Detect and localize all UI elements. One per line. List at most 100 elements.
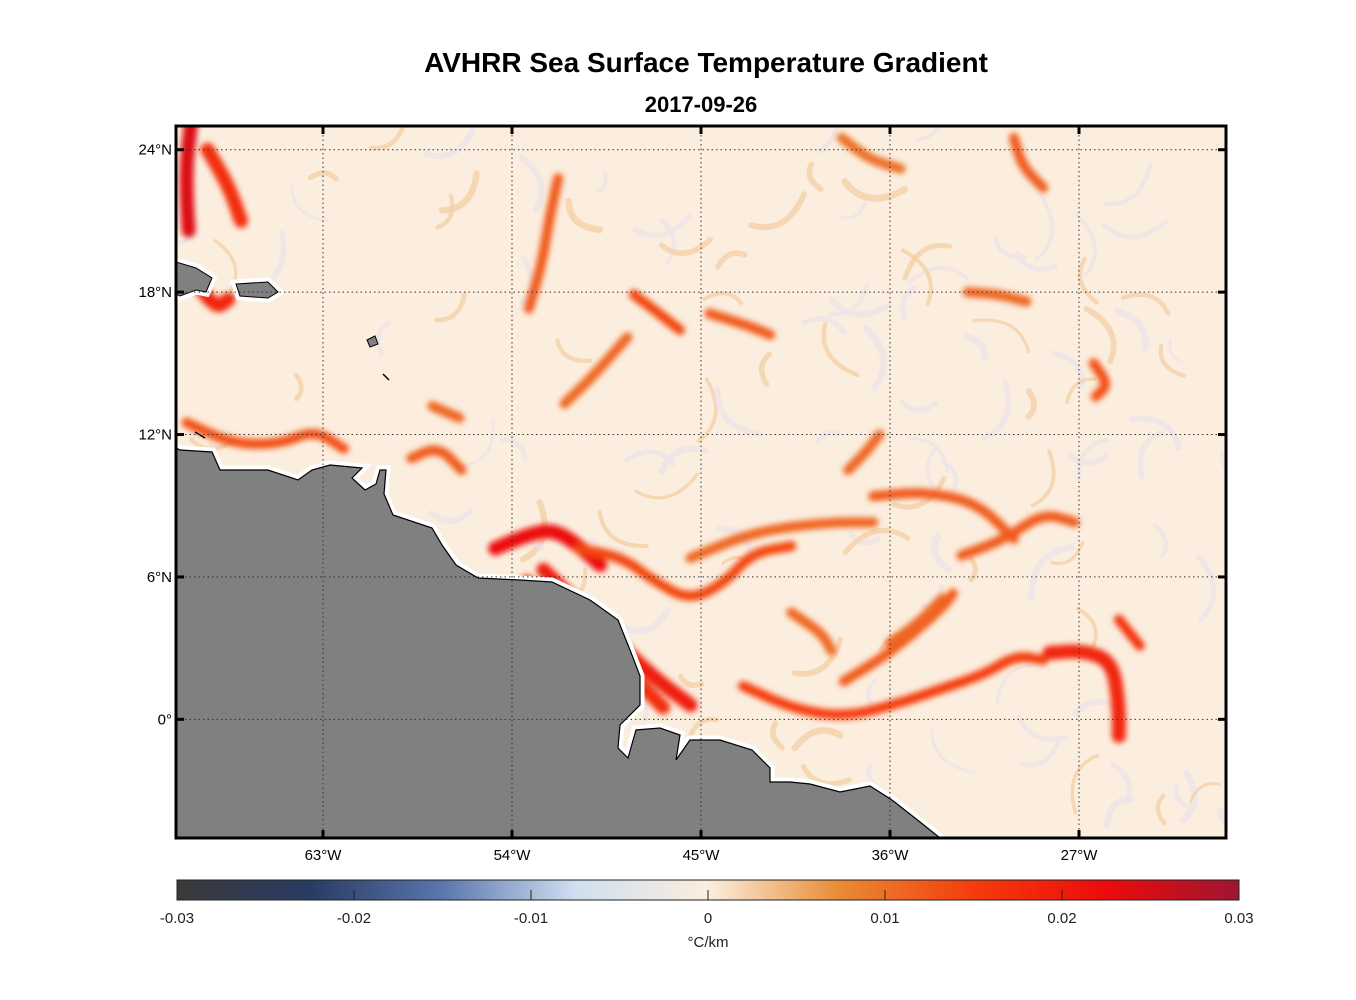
colorbar-ticks: -0.03 -0.02 -0.01 0 0.01 0.02 0.03 [160,890,1254,927]
texture-streak [1110,761,1133,804]
texture-streak [596,169,608,194]
front-north-front-8 [1088,358,1110,402]
lon-tick-label: 36°W [872,847,910,864]
texture-streak [1217,808,1226,829]
texture-streak [428,508,474,524]
texture-streak [1168,338,1184,364]
texture-streak [900,285,918,322]
texture-streak [678,673,705,688]
texture-streak [293,372,304,402]
texture-streak [815,429,841,445]
lat-tick-label: 18°N [138,284,172,301]
lon-tick-label: 27°W [1061,847,1099,864]
figure-title: AVHRR Sea Surface Temperature Gradient [424,47,988,78]
texture-streak [622,607,671,635]
texture-streak [307,170,339,182]
texture-streak [662,834,668,838]
texture-streak [1152,523,1169,558]
colorbar-tick-label: -0.01 [514,910,548,927]
texture-streak [1027,544,1075,601]
texture-streak [687,717,719,741]
colorbar-tick-label: 0.03 [1224,910,1253,927]
texture-streak [791,727,844,752]
front-north-front-2 [523,173,564,314]
texture-streak [658,444,709,475]
texture-streak [658,236,714,256]
front-north-front-9 [843,429,885,476]
texture-streak [801,315,846,335]
texture-streak [565,197,603,234]
lon-tick-label: 45°W [683,847,721,864]
front-north-front-1 [427,401,465,423]
front-front-south-mid [838,588,958,687]
colorbar-tick-label: -0.03 [160,910,194,927]
texture-streak [435,193,455,230]
front-caribbean-west-2 [200,142,249,228]
front-north-front-5 [836,132,906,174]
texture-streak [770,720,785,751]
texture-streak [1173,783,1189,809]
texture-streak [1100,219,1169,240]
colorbar-unit-label: °C/km [688,934,729,951]
texture-streak [1188,782,1222,804]
texture-streak [1067,452,1110,466]
front-equatorial-front [738,652,1049,720]
front-mid-front-2 [786,607,837,656]
texture-streak [900,248,933,306]
texture-streak [1025,388,1038,420]
texture-streak [817,126,840,154]
texture-streak [891,475,947,510]
texture-streak [759,351,773,387]
south-america-landmass [176,447,941,838]
lat-tick-label: 12°N [138,427,172,444]
front-north-front-7 [962,287,1032,307]
texture-streak [862,324,888,391]
texture-streak [968,556,979,583]
front-eastern-front [1042,644,1126,743]
lon-tick-label: 54°W [494,847,532,864]
puerto-rico-island [235,281,279,299]
texture-streak [841,178,909,202]
texture-streak [962,333,989,361]
texture-streak [499,437,528,462]
texture-streak [821,321,860,378]
texture-streak [902,242,953,281]
texture-streak [847,530,882,546]
texture-streak [1050,540,1085,566]
texture-streak [702,291,744,306]
texture-streak [899,399,939,413]
texture-streak [1016,713,1070,742]
front-north-front-4 [559,332,633,409]
texture-streak [715,250,748,270]
front-north-front-6 [1008,132,1049,193]
texture-streak [748,191,807,231]
lat-tick-label: 24°N [138,142,172,159]
texture-streak [829,282,869,317]
front-mid-front-1 [956,511,1080,561]
texture-streak [1083,305,1117,365]
texture-streak [1155,793,1167,826]
map-gridlines [176,126,1226,838]
texture-streak [1076,607,1098,648]
colorbar-tick-label: 0.01 [870,910,899,927]
front-north-front-3 [628,289,685,336]
texture-streak [1034,193,1055,262]
texture-streak [842,527,911,556]
lat-tick-label: 0° [158,711,172,728]
texture-streak [806,161,824,192]
figure-date: 2017-09-26 [644,92,758,117]
front-front-mid-east [868,488,1019,544]
map-axes: 24°N 18°N 12°N 6°N 0° 63°W 54°W 45°W 36°W 27°W [138,126,1226,864]
texture-streak [624,449,676,467]
small-island-1 [366,335,379,348]
texture-streak [1196,553,1217,622]
texture-streak [632,213,692,239]
front-loop-north [685,517,879,563]
lon-tick-label: 63°W [305,847,343,864]
texture-streak [791,636,844,677]
texture-streak [838,201,868,220]
texture-streak [438,170,480,214]
texture-streak [714,387,764,438]
colorbar-tick-label: 0.02 [1047,910,1076,927]
